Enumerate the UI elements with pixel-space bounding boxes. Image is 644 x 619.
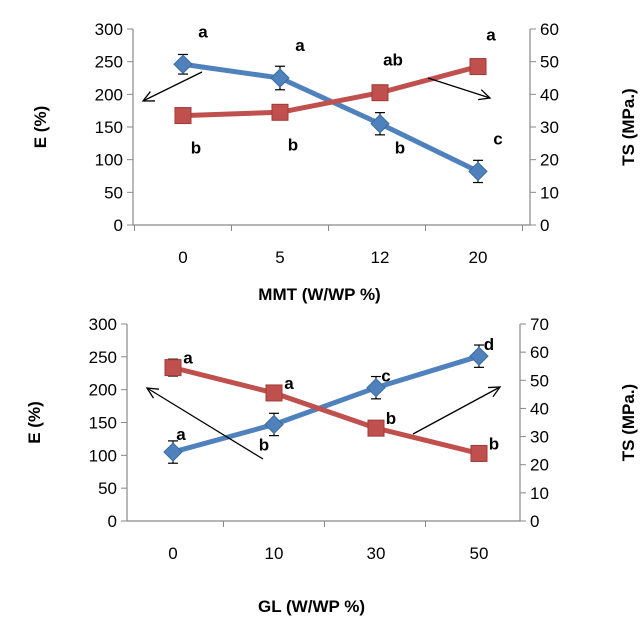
right-y-tick-label: 0 xyxy=(530,512,539,531)
x-axis-title: MMT (W/WP %) xyxy=(258,285,380,304)
significance-letter: b xyxy=(288,135,298,154)
significance-letter: a xyxy=(198,22,208,41)
significance-letter: a xyxy=(183,349,193,368)
chart-mmt: 0 50 100 150 200 250 300 0 10 20 30 40 50 60 0 5 12 20 MMT… xyxy=(31,20,638,304)
data-point-ts xyxy=(469,58,487,76)
right-y-tick-label: 40 xyxy=(530,399,549,418)
left-y-axis-title: E (%) xyxy=(31,106,50,149)
left-y-tick-label: 100 xyxy=(89,446,117,465)
data-point-ts xyxy=(371,84,389,102)
left-y-tick-label: 100 xyxy=(95,151,123,170)
axis-pointer-arrow xyxy=(412,386,501,435)
left-y-tick-label: 250 xyxy=(95,53,123,72)
left-y-tick-label: 150 xyxy=(89,414,117,433)
right-y-tick-label: 30 xyxy=(540,118,559,137)
right-y-tick-label: 50 xyxy=(540,53,559,72)
significance-letter: c xyxy=(381,367,390,386)
right-y-tick-label: 60 xyxy=(540,20,559,39)
right-y-tick-label: 10 xyxy=(530,484,549,503)
significance-letter: b xyxy=(489,434,499,453)
x-tick-label: 50 xyxy=(470,544,489,563)
right-y-tick-label: 40 xyxy=(540,85,559,104)
data-point-ts xyxy=(470,444,488,462)
series-ts-line xyxy=(182,64,479,119)
data-point-e xyxy=(468,161,488,182)
axis-pointer-arrowhead xyxy=(478,89,492,101)
axis-pointer-arrowhead xyxy=(487,386,502,398)
series-e-line xyxy=(172,353,480,455)
left-y-tick-label: 250 xyxy=(89,348,117,367)
x-tick-label: 30 xyxy=(367,544,386,563)
data-point-ts xyxy=(174,107,192,125)
data-point-ts xyxy=(164,359,182,377)
left-y-tick-label: 0 xyxy=(114,216,123,235)
axis-pointer-arrow xyxy=(142,71,203,102)
left-y-tick-label: 300 xyxy=(95,20,123,39)
significance-letter: b xyxy=(259,435,269,454)
significance-letter: d xyxy=(484,335,494,354)
significance-letter: b xyxy=(395,139,405,158)
x-axis-title: GL (W/WP %) xyxy=(258,597,365,616)
right-y-axis-title: TS (MPa.) xyxy=(619,384,638,461)
left-y-tick-label: 200 xyxy=(95,85,123,104)
significance-letter: c xyxy=(493,129,502,148)
data-point-e xyxy=(270,68,290,88)
right-y-tick-label: 20 xyxy=(540,151,559,170)
data-point-ts xyxy=(271,103,289,121)
right-y-tick-label: 50 xyxy=(530,371,549,390)
x-tick-label: 0 xyxy=(168,544,177,563)
right-y-tick-label: 20 xyxy=(530,456,549,475)
axis-pointer-arrowhead xyxy=(145,387,160,399)
data-point-e xyxy=(264,414,284,435)
right-y-tick-label: 60 xyxy=(530,343,549,362)
right-y-tick-label: 0 xyxy=(540,216,549,235)
significance-letter: a xyxy=(295,36,305,55)
data-point-ts xyxy=(367,419,385,437)
left-y-tick-label: 150 xyxy=(95,118,123,137)
data-point-e xyxy=(370,114,390,134)
data-point-e xyxy=(163,442,183,462)
axis-pointer-arrow xyxy=(146,387,264,460)
significance-letter: b xyxy=(386,409,396,428)
right-y-tick-label: 10 xyxy=(540,183,559,202)
x-tick-label: 5 xyxy=(275,248,284,267)
x-tick-label: 12 xyxy=(371,248,390,267)
significance-letter: a xyxy=(176,425,186,444)
left-y-tick-label: 50 xyxy=(104,183,123,202)
x-tick-label: 0 xyxy=(178,248,187,267)
right-y-axis-title: TS (MPa.) xyxy=(619,88,638,165)
chart-gl: 0 50 100 150 200 250 300 0 10 20 30 40 50 60 70 0 10 30 50… xyxy=(25,315,638,616)
significance-letter: b xyxy=(191,139,201,158)
x-tick-label: 10 xyxy=(265,544,284,563)
data-point-ts xyxy=(265,384,283,402)
series-ts-line xyxy=(172,365,480,456)
axis-pointer-arrowhead xyxy=(141,91,156,102)
data-point-e xyxy=(469,346,489,366)
x-tick-label: 20 xyxy=(469,248,488,267)
left-y-axis-title: E (%) xyxy=(25,401,44,444)
significance-letter: a xyxy=(284,374,294,393)
right-y-tick-label: 30 xyxy=(530,428,549,447)
left-y-tick-label: 50 xyxy=(98,479,117,498)
significance-letter: ab xyxy=(383,51,403,70)
axis-pointer-arrow xyxy=(427,77,491,99)
right-y-tick-label: 70 xyxy=(530,315,549,334)
left-y-tick-label: 300 xyxy=(89,315,117,334)
left-y-tick-label: 0 xyxy=(108,512,117,531)
data-point-e xyxy=(366,377,386,398)
left-y-tick-label: 200 xyxy=(89,381,117,400)
significance-letter: a xyxy=(486,26,496,45)
data-point-e xyxy=(173,54,193,74)
